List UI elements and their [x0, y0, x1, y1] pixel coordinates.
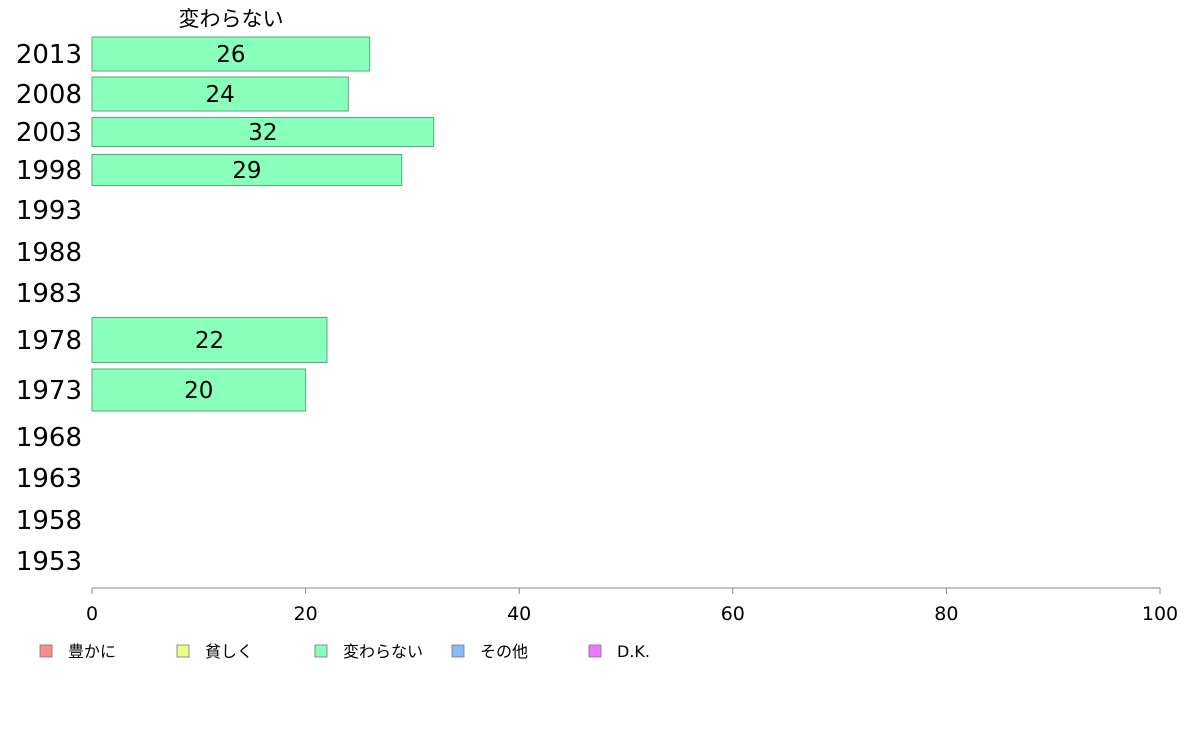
legend-label: 貧しく [205, 642, 253, 661]
bar [91, 117, 435, 147]
legend-swatch [451, 644, 465, 658]
legend-label: その他 [480, 642, 528, 661]
y-tick-label: 2008 [16, 80, 82, 110]
legend-item: 豊かに [39, 642, 116, 661]
data-label: 22 [195, 328, 224, 354]
y-tick-label: 1973 [16, 376, 82, 406]
y-tick-label: 1993 [16, 196, 82, 226]
legend-item: 変わらない [314, 642, 423, 661]
x-tick-label: 0 [86, 603, 98, 625]
bar-rows: 2013 26 2008 24 2003 32 1998 29 1993 1988 1983 1978… [16, 36, 435, 577]
y-tick-label: 1953 [16, 547, 82, 577]
x-tick-label: 80 [934, 603, 958, 625]
x-tick-label: 100 [1142, 603, 1178, 625]
y-tick-label: 1978 [16, 326, 82, 356]
legend-label: 変わらない [343, 642, 423, 661]
data-label: 32 [248, 120, 277, 146]
legend-item: D.K. [588, 642, 650, 661]
x-tick-label: 60 [721, 603, 745, 625]
legend-swatch [176, 644, 190, 658]
y-tick-label: 1998 [16, 156, 82, 186]
y-tick-label: 1983 [16, 279, 82, 309]
y-tick-label: 1963 [16, 464, 82, 494]
x-tick-label: 40 [507, 603, 531, 625]
y-tick-label: 2013 [16, 40, 82, 70]
legend-label: D.K. [617, 642, 650, 661]
chart-title: 変わらない [179, 7, 284, 31]
legend-swatch [588, 644, 602, 658]
x-axis: 0 20 40 60 80 100 [86, 587, 1178, 625]
y-tick-label: 1968 [16, 423, 82, 453]
data-label: 29 [232, 158, 261, 184]
legend: 豊かに 貧しく 変わらない その他 D.K. [39, 642, 650, 661]
x-tick-label: 20 [294, 603, 318, 625]
legend-item: その他 [451, 642, 528, 661]
data-label: 20 [184, 378, 213, 404]
bar [91, 36, 371, 72]
y-tick-label: 2003 [16, 118, 82, 148]
bar [91, 76, 349, 112]
legend-label: 豊かに [68, 642, 116, 661]
data-label: 24 [206, 82, 235, 108]
legend-swatch [314, 644, 328, 658]
bar [91, 317, 328, 363]
legend-swatch [39, 644, 53, 658]
bar [91, 154, 403, 186]
data-label: 26 [216, 42, 245, 68]
legend-item: 貧しく [176, 642, 253, 661]
y-tick-label: 1988 [16, 238, 82, 268]
y-tick-label: 1958 [16, 506, 82, 536]
bar [91, 368, 307, 412]
